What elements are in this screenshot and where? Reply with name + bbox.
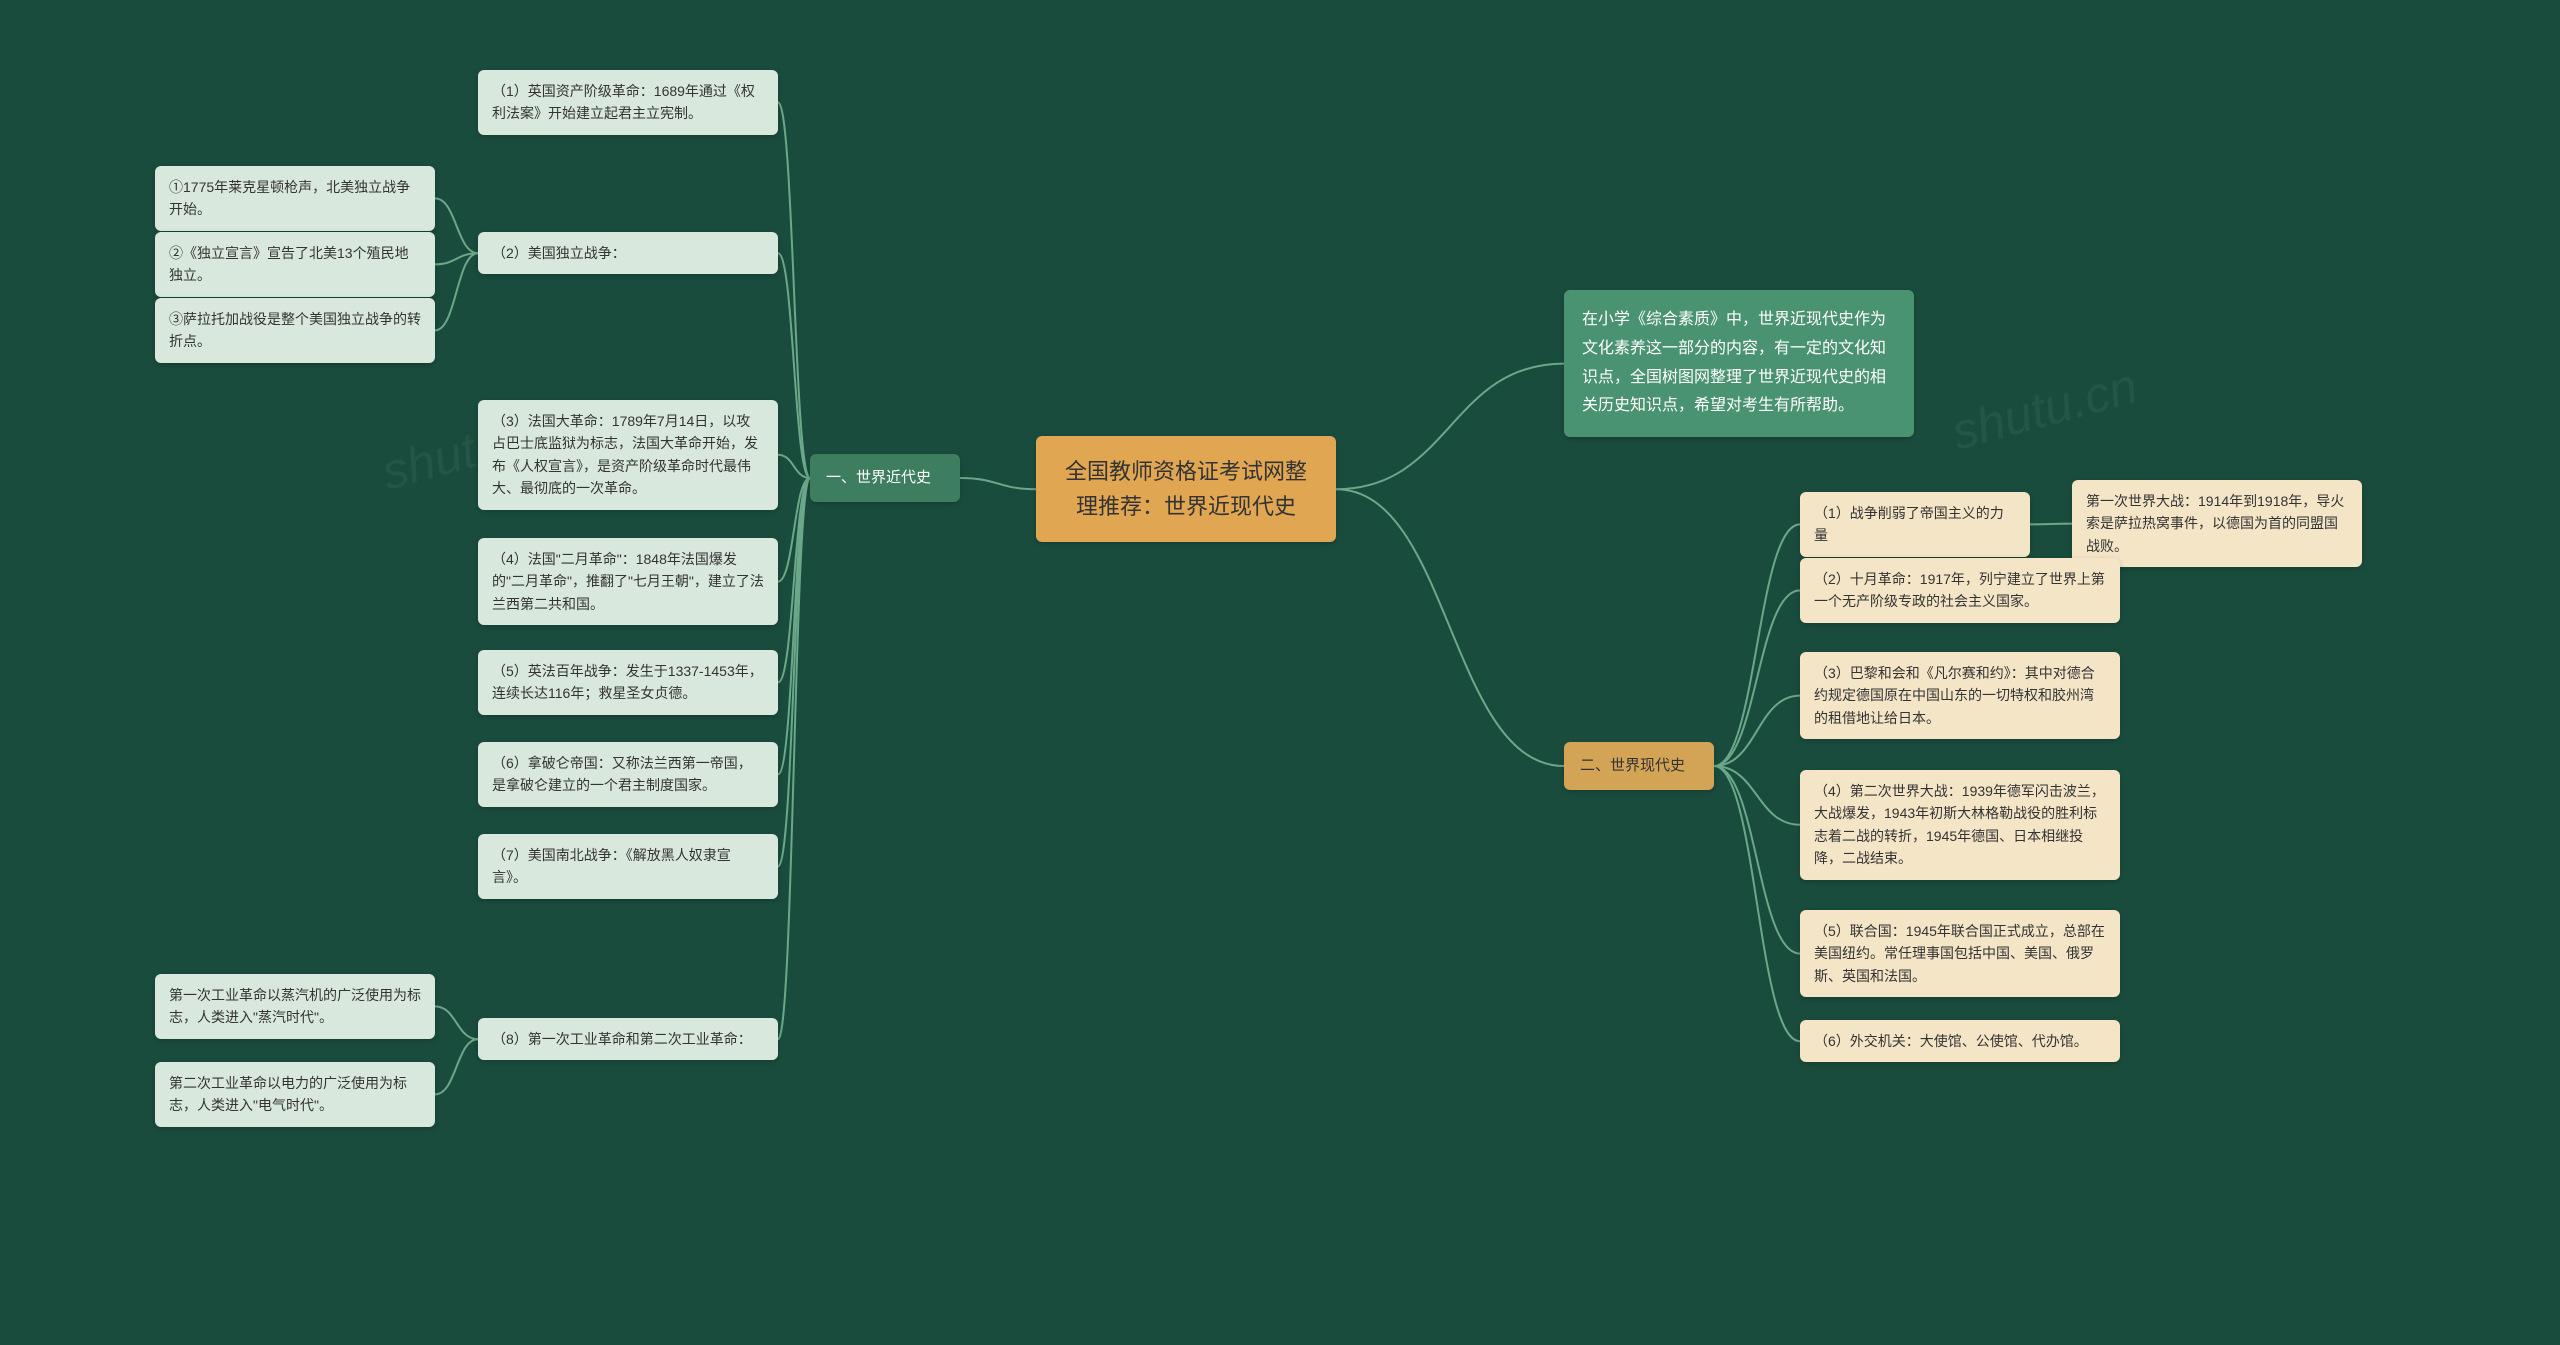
section-contemporary: 二、世界现代史 [1564,742,1714,790]
leaf-node: （5）英法百年战争：发生于1337-1453年，连续长达116年；救星圣女贞德。 [478,650,778,715]
leaf-node: 第一次工业革命以蒸汽机的广泛使用为标志，人类进入"蒸汽时代"。 [155,974,435,1039]
leaf-node: ①1775年莱克星顿枪声，北美独立战争开始。 [155,166,435,231]
leaf-node: （1）英国资产阶级革命：1689年通过《权利法案》开始建立起君主立宪制。 [478,70,778,135]
leaf-node: （2）美国独立战争： [478,232,778,274]
root-node: 全国教师资格证考试网整理推荐：世界近现代史 [1036,436,1336,542]
leaf-node: （3）法国大革命：1789年7月14日，以攻占巴士底监狱为标志，法国大革命开始，… [478,400,778,510]
leaf-node: 第一次世界大战：1914年到1918年，导火索是萨拉热窝事件，以德国为首的同盟国… [2072,480,2362,567]
leaf-node: （3）巴黎和会和《凡尔赛和约》：其中对德合约规定德国原在中国山东的一切特权和胶州… [1800,652,2120,739]
section-modern: 一、世界近代史 [810,454,960,502]
leaf-node: （4）法国"二月革命"：1848年法国爆发的"二月革命"，推翻了"七月王朝"，建… [478,538,778,625]
leaf-node: （6）外交机关：大使馆、公使馆、代办馆。 [1800,1020,2120,1062]
leaf-node: 第二次工业革命以电力的广泛使用为标志，人类进入"电气时代"。 [155,1062,435,1127]
leaf-node: （7）美国南北战争：《解放黑人奴隶宣言》。 [478,834,778,899]
leaf-node: （4）第二次世界大战：1939年德军闪击波兰，大战爆发，1943年初斯大林格勒战… [1800,770,2120,880]
leaf-node: （8）第一次工业革命和第二次工业革命： [478,1018,778,1060]
leaf-node: ②《独立宣言》宣告了北美13个殖民地独立。 [155,232,435,297]
leaf-node: （6）拿破仑帝国：又称法兰西第一帝国，是拿破仑建立的一个君主制度国家。 [478,742,778,807]
intro-node: 在小学《综合素质》中，世界近现代史作为文化素养这一部分的内容，有一定的文化知识点… [1564,290,1914,437]
leaf-node: （5）联合国：1945年联合国正式成立，总部在美国纽约。常任理事国包括中国、美国… [1800,910,2120,997]
leaf-node: （2）十月革命：1917年，列宁建立了世界上第一个无产阶级专政的社会主义国家。 [1800,558,2120,623]
leaf-node: ③萨拉托加战役是整个美国独立战争的转折点。 [155,298,435,363]
watermark: shutu.cn [1946,357,2144,462]
leaf-node: （1）战争削弱了帝国主义的力量 [1800,492,2030,557]
